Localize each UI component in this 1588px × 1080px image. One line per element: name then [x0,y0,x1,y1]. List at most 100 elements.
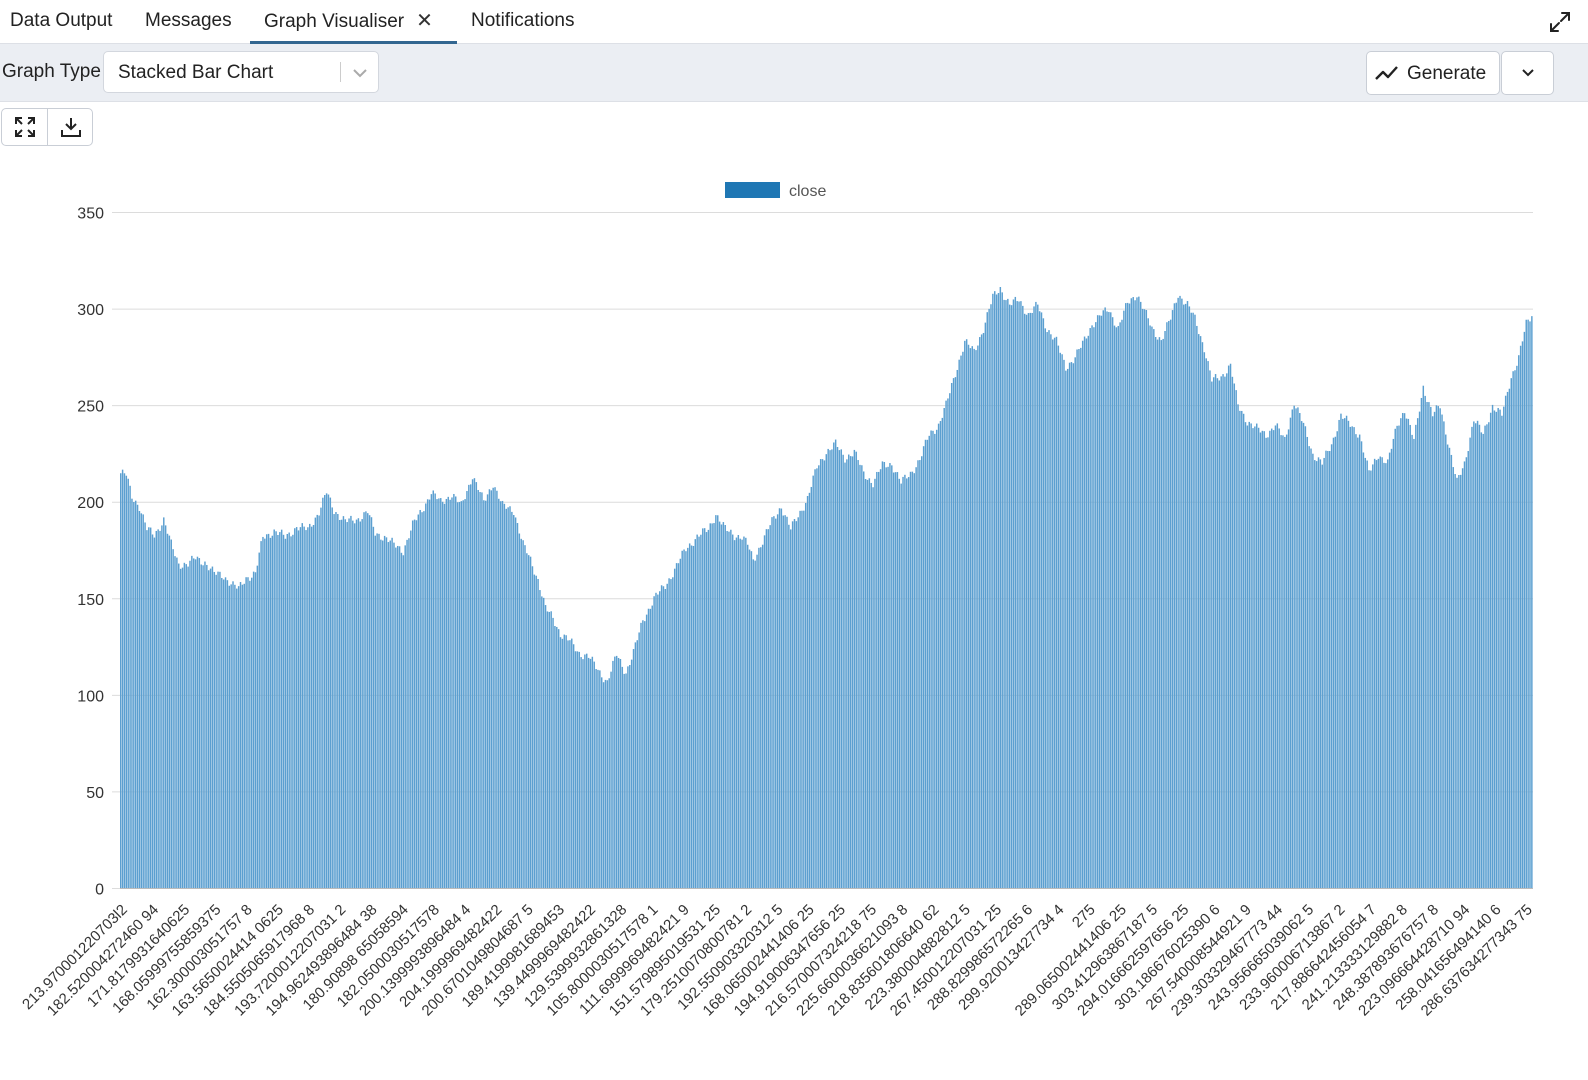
bar [722,522,725,889]
tab-label: Messages [145,10,232,31]
bar [1343,418,1346,889]
bar [1285,434,1288,889]
tab-label: Graph Visualiser [264,11,405,32]
tab-label: Data Output [10,10,113,31]
bar [1465,457,1468,889]
bar [896,472,899,889]
bar [565,635,567,889]
bar [331,507,333,889]
bar [617,657,620,889]
bar [928,435,930,889]
bar [1199,336,1202,889]
bar [146,530,148,889]
tab-graph-visualiser[interactable]: Graph Visualiser ✕ [250,0,457,44]
bar [529,556,532,889]
bar [419,509,421,889]
bar [971,346,973,889]
bar [344,519,347,889]
bar [1184,303,1187,889]
bar [906,478,908,889]
bar [606,680,609,889]
bar [1183,304,1185,889]
bar [1141,308,1144,889]
expand-icon[interactable] [1548,10,1572,34]
bar [1121,319,1123,889]
bar [687,547,689,889]
bar [1080,347,1082,889]
bar [215,574,217,889]
bar [840,449,842,889]
bar [200,564,202,889]
bar [1104,307,1106,889]
bar [425,503,427,889]
bar [209,568,212,889]
fullscreen-button[interactable] [2,109,47,145]
bar [159,530,161,889]
bar [973,348,975,889]
bar [1188,306,1191,889]
tab-bar: Data Output Messages Graph Visualiser ✕ N… [0,0,1588,44]
close-icon[interactable]: ✕ [416,10,433,32]
bar [1446,444,1449,889]
bar [926,439,929,889]
bar [1443,421,1445,889]
bar [731,534,734,889]
bar [1478,424,1481,889]
download-button[interactable] [48,109,93,145]
bar [1100,315,1103,889]
bar [194,559,197,889]
bar [273,529,275,889]
bar [1089,328,1091,889]
graph-type-select[interactable]: Stacked Bar Chart [103,51,379,93]
bar [361,519,363,889]
generate-options-button[interactable] [1501,51,1554,95]
bar [935,429,938,889]
bar [999,287,1002,889]
bar [1516,365,1518,889]
tab-messages[interactable]: Messages [145,0,232,44]
bar [342,516,345,889]
bar [468,484,470,889]
bar [1379,456,1381,889]
y-tick-label: 0 [95,882,104,899]
bar [917,460,919,889]
tab-data-output[interactable]: Data Output [10,0,112,44]
bar [477,489,479,889]
bar [1123,310,1125,889]
bar [312,524,315,889]
tab-notifications[interactable]: Notifications [471,0,575,44]
chevron-down-icon[interactable] [351,64,369,82]
bar [1411,434,1413,889]
bar [430,494,433,889]
bar [1401,412,1404,889]
bar [1372,464,1374,889]
bar [1203,352,1206,889]
bar [1523,331,1526,889]
bar [864,479,867,889]
bar [887,466,889,889]
bar [788,524,790,889]
bar [1158,337,1161,889]
bar [1435,405,1438,889]
bar [1269,430,1271,889]
bar [557,629,560,889]
bar [848,454,850,889]
bar [441,501,444,889]
bar [1254,426,1256,889]
bar [217,571,219,889]
bar [1394,428,1396,889]
bar [589,658,592,889]
bar [728,531,730,889]
bar [902,476,904,889]
graph-type-label: Graph Type [2,61,101,82]
bar [1460,474,1462,889]
bar [168,535,171,889]
bar [786,516,788,889]
bar [426,499,429,889]
bar [161,525,163,889]
bar [355,519,358,889]
bar [511,511,513,889]
bar [857,460,859,889]
generate-button[interactable]: Generate [1366,51,1500,95]
bar [526,553,528,889]
